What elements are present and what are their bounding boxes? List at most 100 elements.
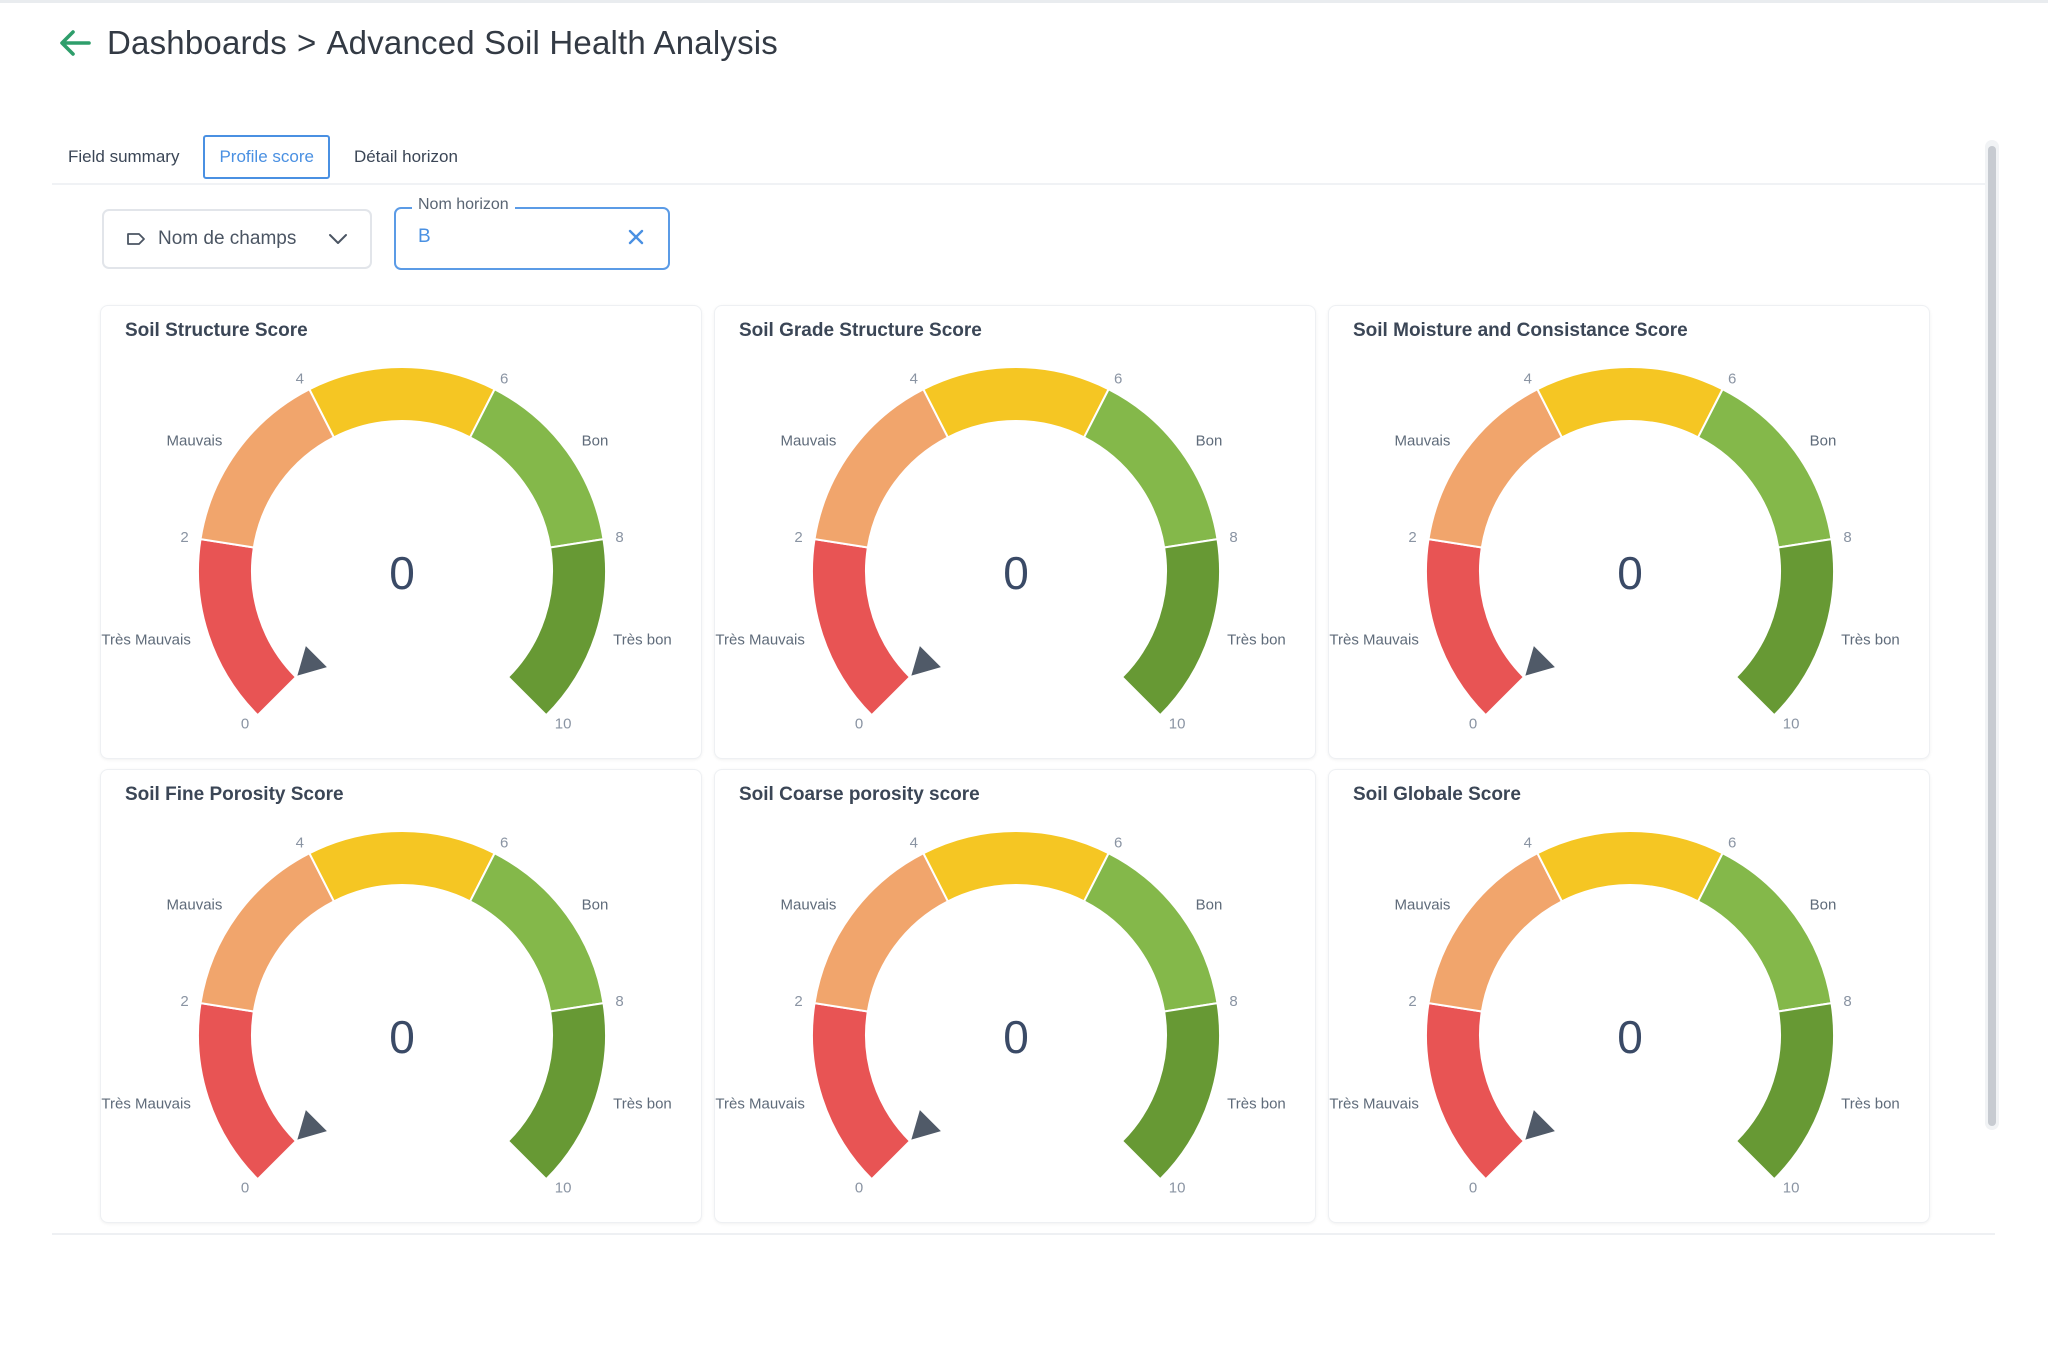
gauge-value: 0	[1003, 1011, 1029, 1063]
tab-profile-score[interactable]: Profile score	[203, 135, 330, 179]
gauge-band-label: Très Mauvais	[715, 1096, 804, 1113]
arrow-left-icon	[60, 30, 91, 56]
gauge-band	[811, 1001, 912, 1181]
gauge-band	[1082, 851, 1219, 1013]
tag-icon	[127, 233, 145, 245]
gauge-band-label: Mauvais	[167, 897, 223, 914]
gauge-tick-label: 8	[1229, 993, 1237, 1010]
gauge-grid: Soil Structure Score Très Mauvais Mauvais…	[100, 305, 1936, 1223]
gauge-band	[197, 537, 298, 717]
gauge-band-label: Très Mauvais	[101, 632, 190, 649]
gauge-tick-label: 8	[615, 993, 623, 1010]
gauge-value: 0	[1617, 1011, 1643, 1063]
gauge-band	[199, 387, 336, 549]
gauge-card: Soil Structure Score Très Mauvais Mauvais…	[100, 305, 702, 759]
gauge-band	[1536, 830, 1724, 903]
breadcrumb-root[interactable]: Dashboards	[107, 24, 287, 61]
gauge-tick-label: 6	[500, 835, 508, 852]
gauge-band-label: Très bon	[1227, 1096, 1286, 1113]
gauge-band-label: Très bon	[613, 1096, 672, 1113]
gauge-band-label: Bon	[1810, 897, 1837, 914]
gauge-tick-label: 4	[910, 835, 918, 852]
field-select[interactable]: Nom de champs	[102, 209, 372, 269]
gauge-title: Soil Grade Structure Score	[739, 320, 982, 341]
scrollbar[interactable]	[1985, 140, 1999, 1130]
gauge-band	[922, 830, 1110, 903]
page-title: Advanced Soil Health Analysis	[326, 24, 778, 61]
gauge-band	[506, 1001, 607, 1181]
gauge-band	[1734, 537, 1835, 717]
gauge-needle	[1525, 646, 1555, 676]
gauge-band	[1082, 387, 1219, 549]
gauge-chart: Très Mauvais Mauvais Bon Très bon 0 2 4 6 8 10 0	[1329, 830, 1900, 1197]
gauge-value: 0	[1617, 547, 1643, 599]
horizon-field[interactable]: Nom horizon	[394, 196, 670, 270]
gauge-tick-label: 10	[555, 716, 572, 733]
gauge-tick-label: 4	[296, 835, 304, 852]
tab-detail-horizon[interactable]: Détail horizon	[353, 147, 458, 166]
gauge-value: 0	[389, 547, 415, 599]
gauge-tick-label: 4	[910, 371, 918, 388]
field-select-label: Nom de champs	[158, 228, 297, 249]
tab-divider	[52, 183, 1990, 185]
gauge-chart: Très Mauvais Mauvais Bon Très bon 0 2 4 6 8 10 0	[1329, 366, 1900, 733]
gauge-tick-label: 10	[1169, 716, 1186, 733]
gauge-value: 0	[1003, 547, 1029, 599]
gauge-band-label: Très Mauvais	[101, 1096, 190, 1113]
horizon-field-label: Nom horizon	[412, 196, 515, 214]
gauge-needle	[297, 1110, 327, 1140]
gauge-band-label: Bon	[582, 897, 609, 914]
gauge-card: Soil Fine Porosity Score Très Mauvais Mau…	[100, 769, 702, 1223]
tab-field-summary[interactable]: Field summary	[68, 147, 180, 166]
gauge-band-label: Mauvais	[1395, 897, 1451, 914]
gauge-tick-label: 0	[1469, 1180, 1477, 1197]
gauge-tick-label: 2	[794, 529, 802, 546]
gauge-title: Soil Moisture and Consistance Score	[1353, 320, 1688, 341]
gauge-band	[813, 387, 950, 549]
gauge-tick-label: 0	[241, 1180, 249, 1197]
gauge-band	[1427, 851, 1564, 1013]
gauge-band-label: Très bon	[1841, 1096, 1900, 1113]
gauge-card: Soil Globale Score Très Mauvais Mauvais Bo…	[1328, 769, 1930, 1223]
gauge-tick-label: 2	[180, 529, 188, 546]
gauge-tick-label: 8	[615, 529, 623, 546]
gauge-band	[811, 537, 912, 717]
gauge-tick-label: 6	[1728, 835, 1736, 852]
top-border	[0, 0, 2048, 3]
gauge-band-label: Mauvais	[167, 433, 223, 450]
clear-icon[interactable]	[626, 227, 646, 252]
gauge-band	[1427, 387, 1564, 549]
gauge-tick-label: 10	[555, 1180, 572, 1197]
gauge-band-label: Très bon	[1841, 632, 1900, 649]
gauge-title: Soil Structure Score	[125, 320, 308, 341]
gauge-band	[813, 851, 950, 1013]
gauge-card: Soil Coarse porosity score Très Mauvais M…	[714, 769, 1316, 1223]
scrollbar-thumb[interactable]	[1988, 146, 1996, 1126]
gauge-chart: Très Mauvais Mauvais Bon Très bon 0 2 4 6 8 10 0	[715, 366, 1286, 733]
gauge-tick-label: 6	[500, 371, 508, 388]
gauge-band	[468, 387, 605, 549]
gauge-tick-label: 6	[1114, 371, 1122, 388]
gauge-band-label: Très Mauvais	[1329, 632, 1418, 649]
gauge-band-label: Bon	[1196, 433, 1223, 450]
gauge-band-label: Mauvais	[1395, 433, 1451, 450]
horizon-input[interactable]	[416, 225, 600, 249]
gauge-tick-label: 6	[1728, 371, 1736, 388]
gauge-tick-label: 2	[1408, 529, 1416, 546]
gauge-tick-label: 0	[241, 716, 249, 733]
gauge-tick-label: 10	[1783, 716, 1800, 733]
gauge-band-label: Bon	[1196, 897, 1223, 914]
gauge-band	[1696, 851, 1833, 1013]
gauge-band-label: Très Mauvais	[1329, 1096, 1418, 1113]
gauge-tick-label: 10	[1783, 1180, 1800, 1197]
back-button[interactable]	[55, 23, 95, 63]
gauge-needle	[1525, 1110, 1555, 1140]
gauge-title: Soil Fine Porosity Score	[125, 784, 344, 805]
gauge-band	[308, 366, 496, 439]
gauge-tick-label: 2	[1408, 993, 1416, 1010]
tab-bar: Field summary Profile score Détail horiz…	[52, 135, 482, 179]
page-header: Dashboards > Advanced Soil Health Analysis	[55, 18, 788, 68]
gauge-tick-label: 2	[180, 993, 188, 1010]
gauge-tick-label: 4	[296, 371, 304, 388]
gauge-needle	[911, 646, 941, 676]
